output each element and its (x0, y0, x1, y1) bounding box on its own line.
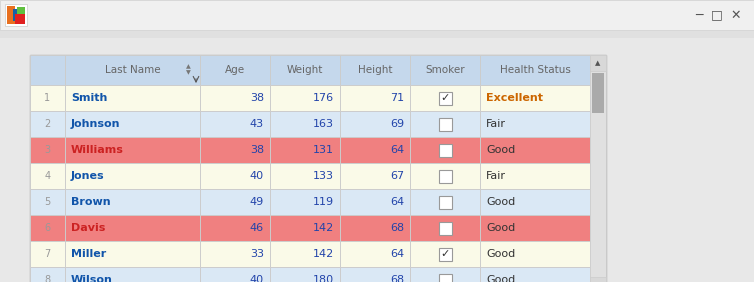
Text: ✕: ✕ (731, 8, 741, 21)
Bar (30, 85, 590, 111)
Bar (17, 7, 25, 15)
Bar (439, 195, 452, 208)
Text: 8: 8 (44, 275, 51, 282)
Text: Davis: Davis (71, 223, 106, 233)
Bar (590, 55, 606, 282)
Text: 3: 3 (44, 145, 51, 155)
Text: Height: Height (357, 65, 392, 75)
Bar (30, 215, 590, 241)
Text: 119: 119 (313, 197, 334, 207)
Text: 67: 67 (390, 171, 404, 181)
Text: Weight: Weight (287, 65, 323, 75)
Text: 68: 68 (390, 223, 404, 233)
Bar (590, 277, 606, 282)
Text: 38: 38 (250, 93, 264, 103)
Text: ▼: ▼ (185, 70, 190, 76)
Bar (592, 73, 604, 113)
Text: 33: 33 (250, 249, 264, 259)
Text: 4: 4 (44, 171, 51, 181)
Text: 64: 64 (390, 197, 404, 207)
Text: Good: Good (486, 223, 515, 233)
Text: Smoker: Smoker (425, 65, 464, 75)
Text: Johnson: Johnson (71, 119, 121, 129)
Text: 40: 40 (250, 275, 264, 282)
Bar (30, 241, 590, 267)
Bar (30, 55, 590, 85)
Bar (439, 118, 452, 131)
Bar (590, 55, 606, 71)
Text: Brown: Brown (71, 197, 111, 207)
Bar (5, 4, 27, 26)
Bar (30, 163, 590, 189)
Text: 7: 7 (44, 249, 51, 259)
Text: 6: 6 (44, 223, 51, 233)
Bar (439, 144, 452, 157)
Bar (439, 274, 452, 282)
Text: □: □ (711, 8, 723, 21)
Text: 2: 2 (44, 119, 51, 129)
Bar (439, 221, 452, 235)
Text: 64: 64 (390, 249, 404, 259)
Bar (439, 169, 452, 182)
Text: Fair: Fair (486, 171, 506, 181)
Bar (0, 30, 754, 38)
Text: Good: Good (486, 145, 515, 155)
Text: Excellent: Excellent (486, 93, 543, 103)
Bar (30, 137, 590, 163)
Text: ─: ─ (695, 8, 703, 21)
Text: Good: Good (486, 197, 515, 207)
Bar (15, 14, 25, 24)
Text: 180: 180 (313, 275, 334, 282)
Text: 40: 40 (250, 171, 264, 181)
Text: 142: 142 (313, 223, 334, 233)
Text: 43: 43 (250, 119, 264, 129)
Text: Age: Age (225, 65, 245, 75)
Bar (30, 189, 590, 215)
Text: Williams: Williams (71, 145, 124, 155)
Bar (439, 248, 452, 261)
Text: Jones: Jones (71, 171, 105, 181)
Text: Health Status: Health Status (500, 65, 571, 75)
Text: ✓: ✓ (440, 93, 449, 103)
Bar (0, 0, 754, 30)
Bar (7, 6, 15, 24)
Text: Last Name: Last Name (105, 65, 161, 75)
Text: 38: 38 (250, 145, 264, 155)
Bar (30, 55, 606, 282)
Text: 68: 68 (390, 275, 404, 282)
Text: 71: 71 (390, 93, 404, 103)
Text: ▲: ▲ (185, 65, 190, 69)
Text: Good: Good (486, 275, 515, 282)
Text: Fair: Fair (486, 119, 506, 129)
Text: ✓: ✓ (440, 249, 449, 259)
Bar (13, 9, 19, 21)
Text: 64: 64 (390, 145, 404, 155)
Text: Smith: Smith (71, 93, 107, 103)
Text: 163: 163 (313, 119, 334, 129)
Text: 69: 69 (390, 119, 404, 129)
Text: ▲: ▲ (596, 60, 601, 66)
Text: 133: 133 (313, 171, 334, 181)
Text: 131: 131 (313, 145, 334, 155)
Bar (30, 267, 590, 282)
Text: 142: 142 (313, 249, 334, 259)
Text: 5: 5 (44, 197, 51, 207)
Text: 46: 46 (250, 223, 264, 233)
Text: Wilson: Wilson (71, 275, 113, 282)
Text: Good: Good (486, 249, 515, 259)
Text: Miller: Miller (71, 249, 106, 259)
Text: 1: 1 (44, 93, 51, 103)
Text: 176: 176 (313, 93, 334, 103)
Bar (439, 91, 452, 105)
Bar (30, 111, 590, 137)
Text: 49: 49 (250, 197, 264, 207)
